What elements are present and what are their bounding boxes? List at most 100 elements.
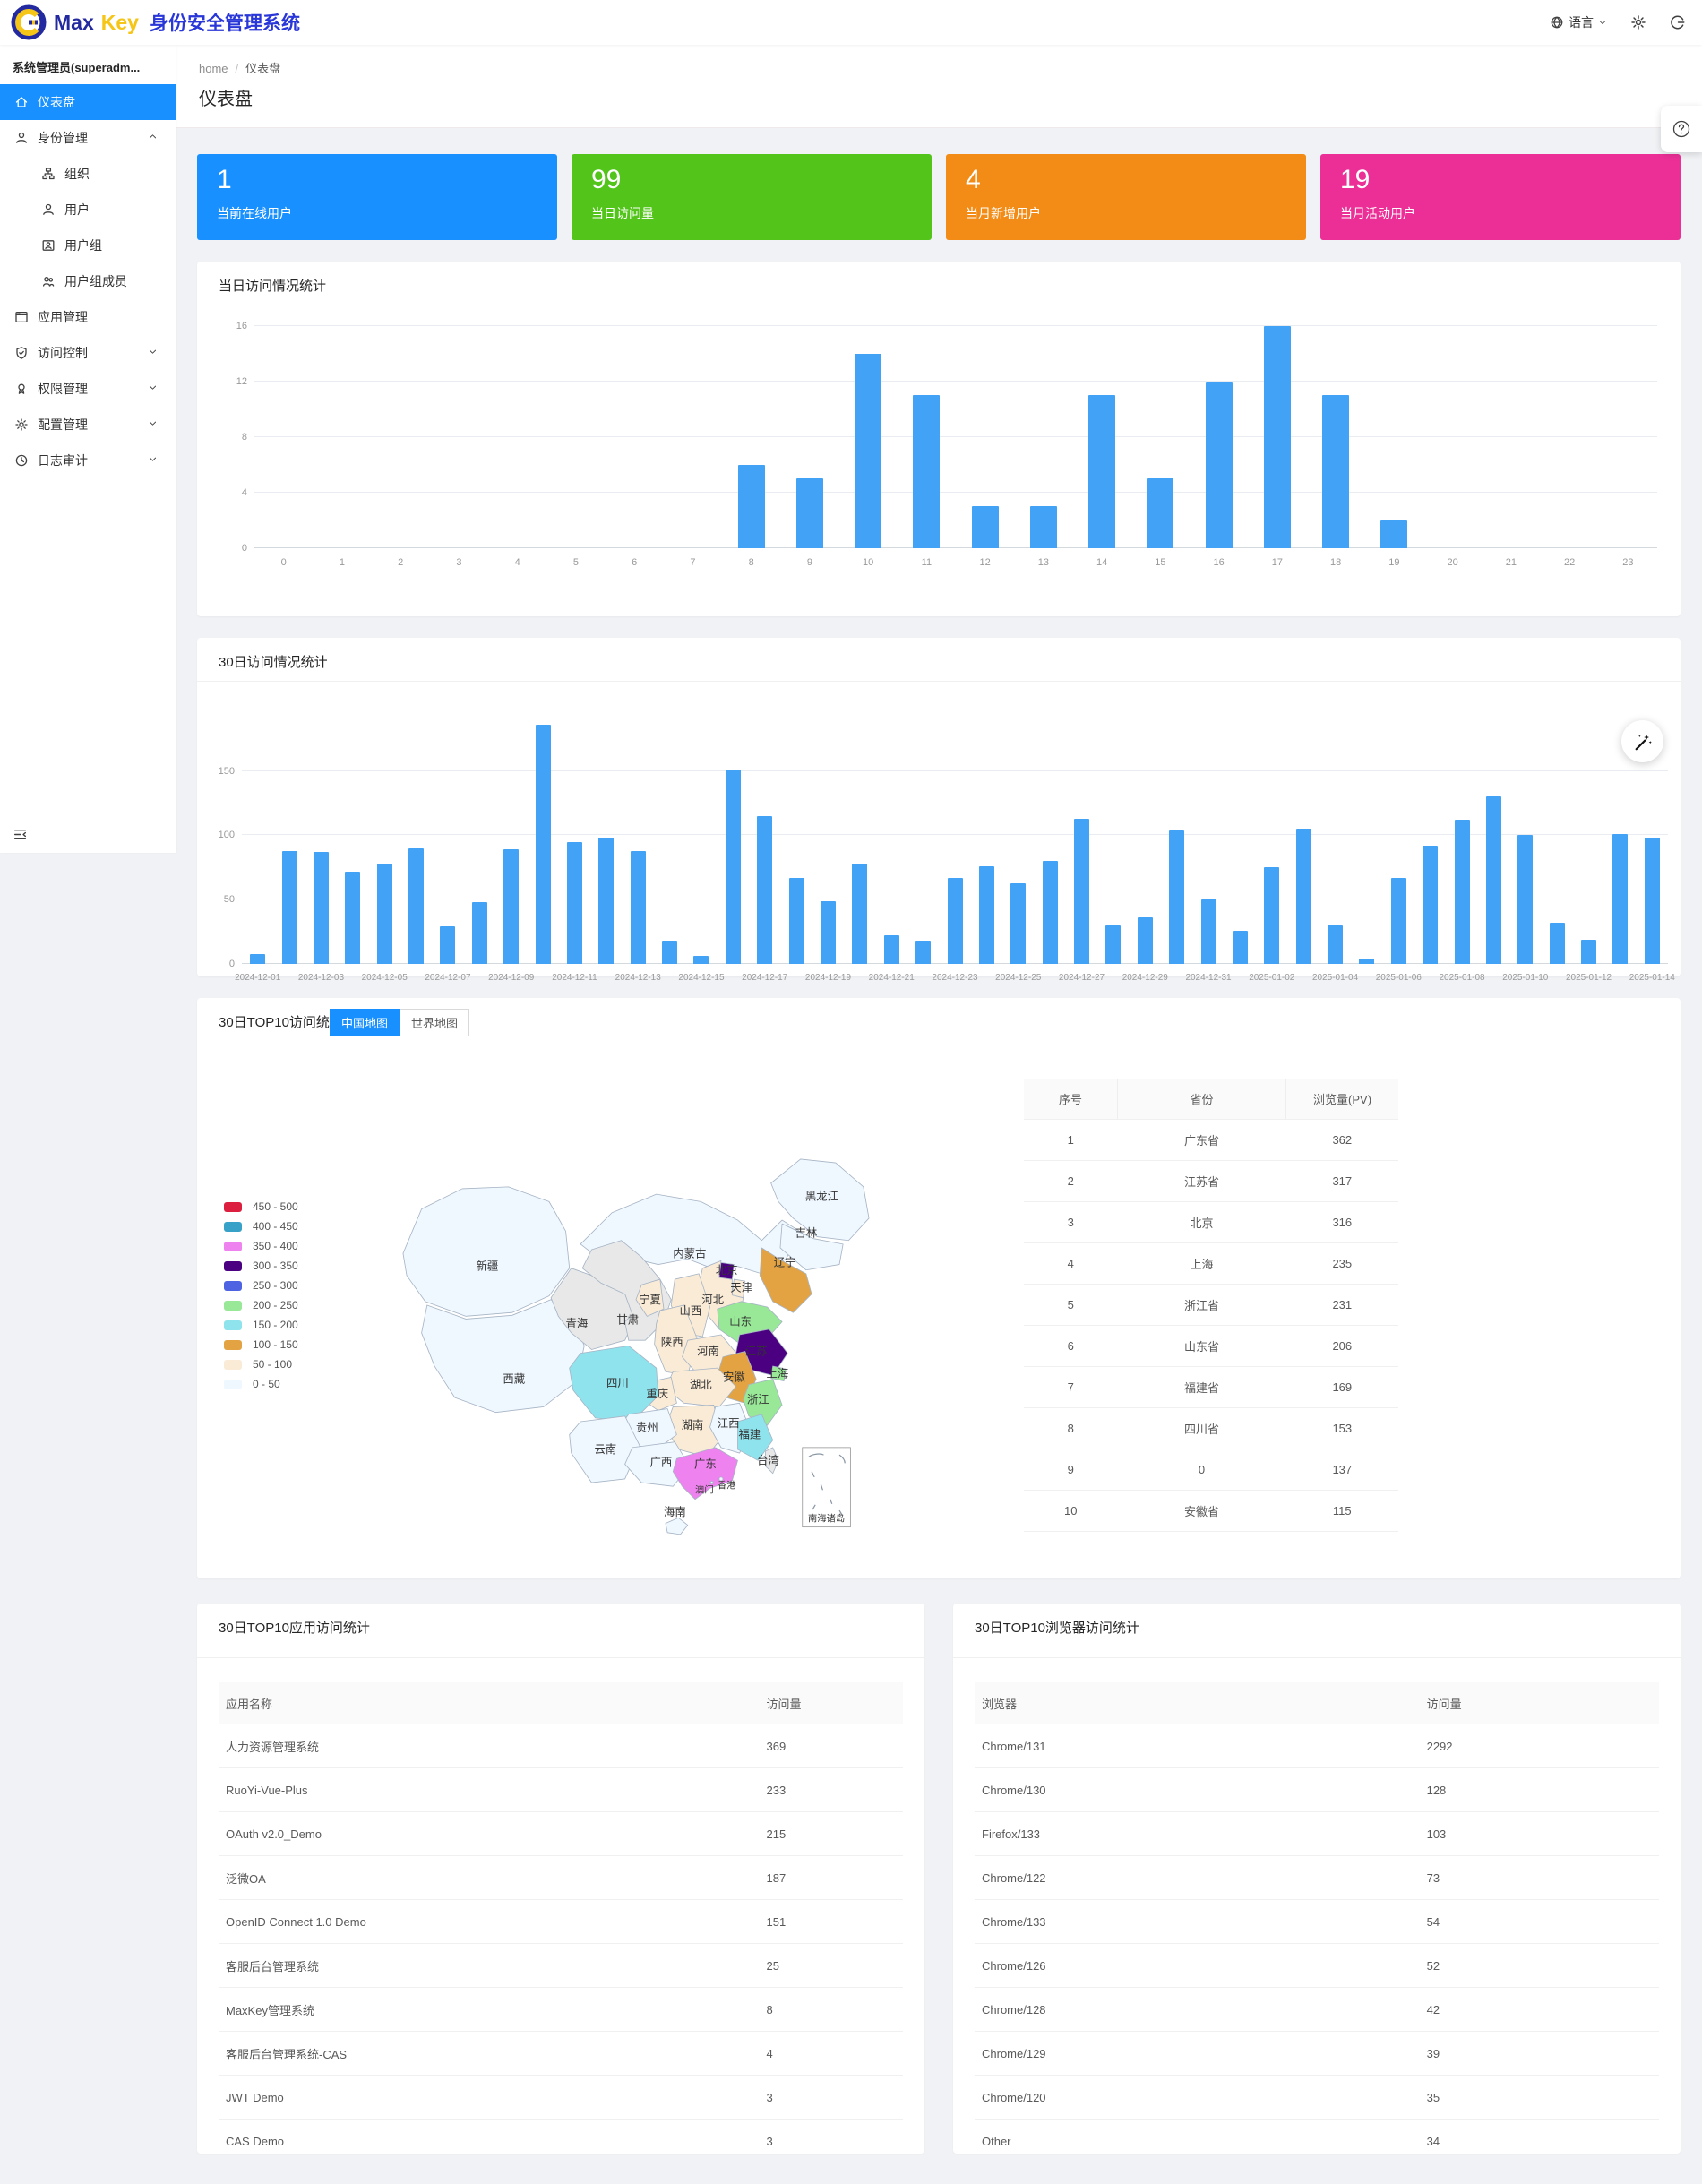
- map-label-sichuan: 四川: [606, 1377, 629, 1389]
- legend-item[interactable]: 250 - 300: [224, 1276, 298, 1295]
- legend-item[interactable]: 350 - 400: [224, 1236, 298, 1256]
- gear-icon: [1631, 15, 1646, 30]
- legend-item[interactable]: 50 - 100: [224, 1354, 298, 1374]
- chevron-down-icon: [148, 454, 158, 464]
- stat-label: 当日访问量: [591, 206, 654, 220]
- bar-17: [1263, 326, 1291, 548]
- column-header: 浏览量(PV): [1285, 1079, 1398, 1120]
- clock-icon: [15, 454, 28, 467]
- legend-item[interactable]: 400 - 450: [224, 1217, 298, 1236]
- table-row: MaxKey管理系统 8: [219, 1987, 903, 2032]
- table-cell: 6: [1024, 1325, 1118, 1367]
- table-cell: OAuth v2.0_Demo: [219, 1811, 760, 1856]
- bar-2024-12-06: [408, 848, 425, 964]
- bar-2024-12-14: [662, 941, 678, 964]
- stat-card-3: 19 当月活动用户: [1320, 154, 1681, 240]
- table-cell: Chrome/122: [975, 1855, 1420, 1900]
- table-cell: 4: [1024, 1242, 1118, 1285]
- sidebar-item-config[interactable]: 配置管理: [0, 407, 176, 443]
- sidebar-item-usergroup[interactable]: 用户组: [0, 228, 176, 263]
- shield-icon: [16, 347, 27, 359]
- customize-fab[interactable]: [1621, 720, 1663, 762]
- bar-2025-01-14: [1644, 838, 1660, 964]
- table-cell: 客服后台管理系统-CAS: [219, 2031, 760, 2076]
- app-title: 身份安全管理系统: [149, 13, 300, 34]
- table-row: OAuth v2.0_Demo 215: [219, 1811, 903, 1856]
- legend-item[interactable]: 150 - 200: [224, 1315, 298, 1335]
- table-cell: 浙江省: [1117, 1284, 1286, 1326]
- tab-world-map[interactable]: 世界地图: [400, 1009, 470, 1036]
- legend-item[interactable]: 0 - 50: [224, 1374, 298, 1394]
- logout-button[interactable]: [1670, 14, 1686, 30]
- y-tick: 4: [241, 487, 247, 498]
- globe-icon: [1551, 16, 1563, 29]
- legend-item[interactable]: 300 - 350: [224, 1256, 298, 1276]
- sidebar-item-label: 权限管理: [38, 382, 88, 396]
- legend-range: 100 - 150: [253, 1338, 298, 1351]
- breadcrumb-home[interactable]: home: [199, 62, 228, 75]
- table-cell: 8: [759, 1987, 903, 2032]
- x-tick: 2024-12-29: [1122, 973, 1168, 983]
- map-label-neimenggu: 内蒙古: [673, 1246, 706, 1260]
- sidebar-item-apps[interactable]: 应用管理: [0, 299, 176, 335]
- legend-item[interactable]: 100 - 150: [224, 1335, 298, 1354]
- table-cell: 73: [1419, 1855, 1659, 1900]
- bar-14: [1088, 395, 1116, 548]
- sidebar: 系统管理员(superadm... 仪表盘 身份管理 组织 用户 用户组 用户组成员 应用管…: [0, 45, 176, 853]
- sidebar-item-users[interactable]: 用户: [0, 192, 176, 228]
- table-cell: 54: [1419, 1899, 1659, 1944]
- sidebar-item-dashboard[interactable]: 仪表盘: [0, 84, 176, 120]
- bar-2025-01-13: [1612, 834, 1629, 964]
- chevron-down-icon: [148, 347, 158, 357]
- panel-top10-apps: 30日TOP10应用访问统计 应用名称 访问量 人力资源管理系统 369 RuoYi-…: [197, 1604, 924, 2163]
- table-row: 4 上海 235: [1024, 1242, 1398, 1285]
- sidebar-item-perm[interactable]: 权限管理: [0, 371, 176, 407]
- x-tick: 23: [1622, 557, 1634, 568]
- bar-2024-12-02: [281, 851, 297, 964]
- sidebar-item-access[interactable]: 访问控制: [0, 335, 176, 371]
- table-cell: Firefox/133: [975, 1811, 1420, 1856]
- map-label-heilongjiang: 黑龙江: [805, 1190, 838, 1202]
- x-tick: 8: [748, 557, 754, 568]
- x-tick: 10: [863, 557, 874, 568]
- sidebar-collapse-button[interactable]: [13, 827, 28, 842]
- legend-range: 300 - 350: [253, 1260, 298, 1272]
- stat-value: 99: [591, 165, 622, 194]
- table-cell: 52: [1419, 1943, 1659, 1988]
- sidebar-item-audit[interactable]: 日志审计: [0, 443, 176, 478]
- x-tick: 2024-12-01: [235, 973, 281, 983]
- stat-value: 1: [217, 165, 232, 194]
- map-label-guizhou: 贵州: [636, 1421, 658, 1433]
- sidebar-item-groupmembers[interactable]: 用户组成员: [0, 263, 176, 299]
- stat-value: 4: [966, 165, 981, 194]
- help-button[interactable]: [1661, 106, 1702, 152]
- panel-title-map: 30日TOP10访问统计: [219, 1015, 343, 1030]
- settings-button[interactable]: [1630, 14, 1646, 30]
- table-row: 3 北京 316: [1024, 1201, 1398, 1243]
- map-label-qinghai: 青海: [566, 1317, 589, 1330]
- table-cell: 3: [759, 2075, 903, 2120]
- map-label-gansu: 甘肃: [616, 1314, 639, 1327]
- sidebar-item-identity[interactable]: 身份管理: [0, 120, 176, 156]
- table-row: 10 安徽省 115: [1024, 1490, 1398, 1532]
- language-switcher[interactable]: 语言: [1550, 13, 1607, 31]
- sidebar-item-org[interactable]: 组织: [0, 156, 176, 192]
- table-cell: 安徽省: [1117, 1490, 1286, 1532]
- logout-icon: [1671, 15, 1685, 30]
- map-label-beijing: 北京: [716, 1264, 738, 1277]
- menu-fold-icon: [13, 830, 27, 839]
- x-tick: 14: [1096, 557, 1108, 568]
- table-cell: 369: [759, 1724, 903, 1768]
- question-icon: [1672, 120, 1690, 138]
- x-tick: 5: [572, 557, 579, 568]
- tab-china-map[interactable]: 中国地图: [330, 1009, 400, 1036]
- apps-table: 应用名称 访问量 人力资源管理系统 369 RuoYi-Vue-Plus 233 OAut…: [219, 1682, 903, 2163]
- province-beijing: [718, 1262, 735, 1280]
- legend-item[interactable]: 200 - 250: [224, 1295, 298, 1315]
- bar-2024-12-28: [1105, 925, 1122, 964]
- bar-19: [1380, 520, 1408, 548]
- legend-item[interactable]: 450 - 500: [224, 1197, 298, 1217]
- table-cell: Chrome/133: [975, 1899, 1420, 1944]
- province-yunnan: [569, 1415, 640, 1483]
- bar-15: [1147, 478, 1174, 548]
